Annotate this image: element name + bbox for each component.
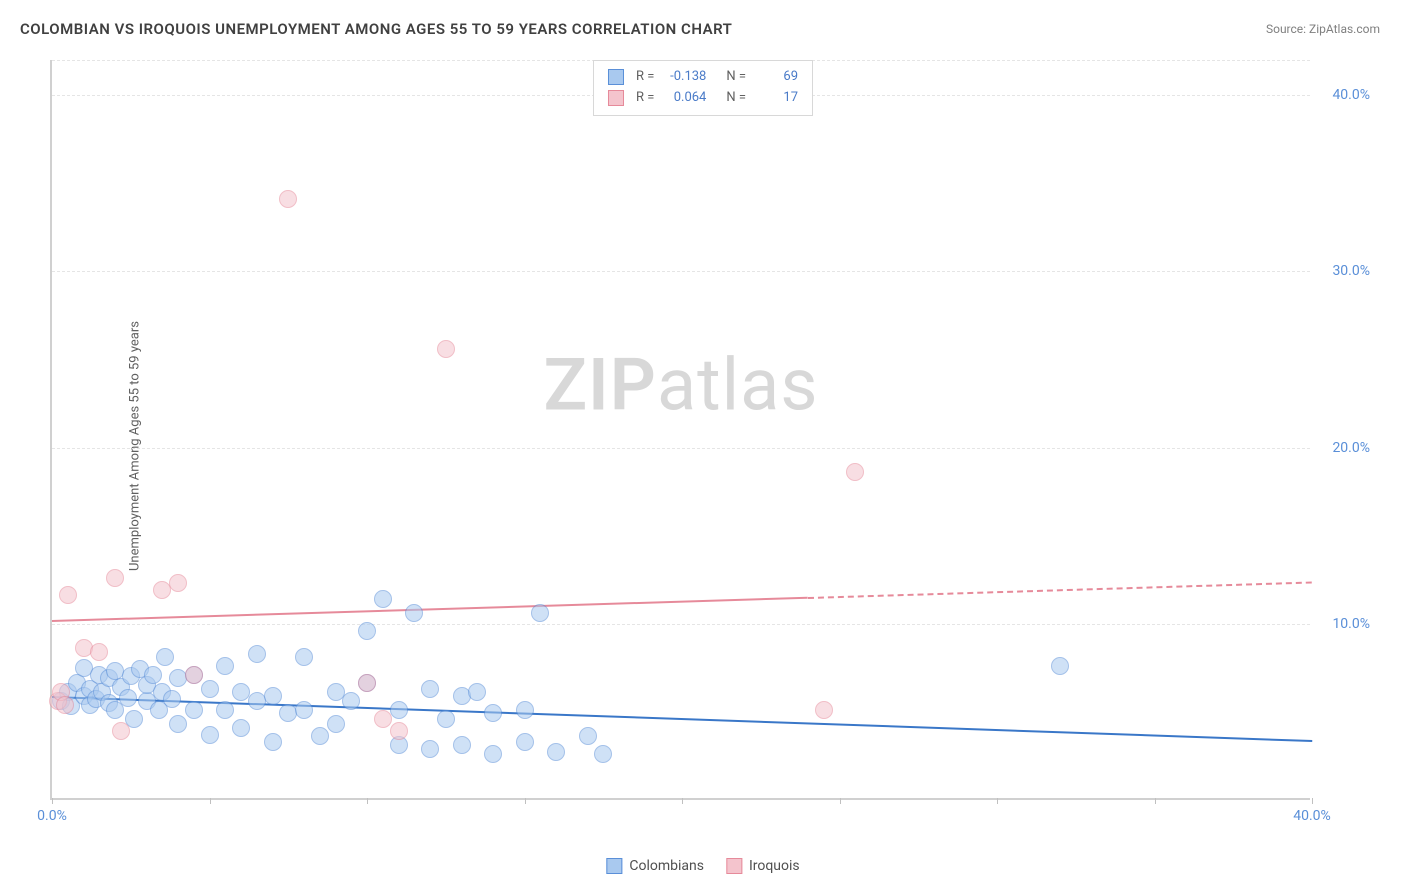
gridline	[52, 271, 1310, 272]
scatter-point	[56, 696, 74, 714]
scatter-point	[815, 701, 833, 719]
scatter-point	[594, 745, 612, 763]
scatter-point	[295, 701, 313, 719]
scatter-point	[516, 701, 534, 719]
scatter-point	[156, 648, 174, 666]
x-tick	[525, 798, 526, 804]
legend-label: Iroquois	[749, 858, 800, 874]
legend-swatch	[608, 69, 624, 85]
n-label: N =	[726, 67, 746, 88]
scatter-point	[112, 722, 130, 740]
y-tick-label: 10.0%	[1332, 616, 1370, 632]
scatter-point	[846, 463, 864, 481]
scatter-point	[264, 687, 282, 705]
scatter-point	[169, 715, 187, 733]
scatter-point	[232, 719, 250, 737]
watermark: ZIPatlas	[543, 342, 818, 427]
scatter-point	[295, 648, 313, 666]
scatter-point	[144, 666, 162, 684]
scatter-point	[279, 190, 297, 208]
legend-swatch	[606, 858, 622, 874]
source-value: ZipAtlas.com	[1309, 22, 1380, 36]
scatter-point	[216, 657, 234, 675]
r-label: R =	[636, 67, 654, 88]
legend-item: Colombians	[606, 858, 704, 874]
x-tick	[1312, 798, 1313, 804]
legend-swatch	[726, 858, 742, 874]
legend-row: R = -0.138 N = 69	[608, 67, 798, 88]
scatter-point	[311, 727, 329, 745]
scatter-point	[484, 745, 502, 763]
source-attribution: Source: ZipAtlas.com	[1266, 22, 1380, 36]
scatter-point	[342, 692, 360, 710]
regression-line	[52, 597, 808, 622]
scatter-point	[531, 604, 549, 622]
gridline	[52, 624, 1310, 625]
scatter-point	[106, 569, 124, 587]
scatter-point	[390, 701, 408, 719]
x-tick-label: 40.0%	[1293, 808, 1331, 824]
scatter-point	[516, 733, 534, 751]
legend-row: R = 0.064 N = 17	[608, 88, 798, 109]
scatter-point	[437, 340, 455, 358]
r-value: 0.064	[662, 88, 706, 109]
x-tick	[52, 798, 53, 804]
n-value: 17	[754, 88, 798, 109]
legend-label: Colombians	[629, 858, 704, 874]
r-label: R =	[636, 88, 654, 109]
y-tick-label: 20.0%	[1332, 440, 1370, 456]
x-tick	[1155, 798, 1156, 804]
scatter-point	[201, 680, 219, 698]
scatter-point	[185, 666, 203, 684]
legend-item: Iroquois	[726, 858, 800, 874]
y-tick-label: 40.0%	[1332, 87, 1370, 103]
watermark-bold: ZIP	[543, 342, 656, 427]
scatter-point	[358, 674, 376, 692]
n-value: 69	[754, 67, 798, 88]
scatter-point	[468, 683, 486, 701]
regression-line	[808, 582, 1312, 600]
scatter-point	[59, 586, 77, 604]
y-tick-label: 30.0%	[1332, 263, 1370, 279]
source-label: Source:	[1266, 22, 1309, 36]
plot-area: ZIPatlas 10.0%20.0%30.0%40.0%0.0%40.0%	[50, 60, 1310, 800]
scatter-point	[90, 643, 108, 661]
scatter-point	[484, 704, 502, 722]
x-tick	[367, 798, 368, 804]
gridline	[52, 448, 1310, 449]
scatter-point	[201, 726, 219, 744]
x-tick	[840, 798, 841, 804]
scatter-point	[119, 689, 137, 707]
scatter-point	[264, 733, 282, 751]
x-tick	[997, 798, 998, 804]
x-tick-label: 0.0%	[37, 808, 67, 824]
n-label: N =	[726, 88, 746, 109]
chart-title: COLOMBIAN VS IROQUOIS UNEMPLOYMENT AMONG…	[20, 20, 732, 38]
scatter-point	[405, 604, 423, 622]
scatter-point	[547, 743, 565, 761]
x-tick	[210, 798, 211, 804]
legend-swatch	[608, 90, 624, 106]
scatter-point	[390, 722, 408, 740]
scatter-point	[437, 710, 455, 728]
x-tick	[682, 798, 683, 804]
scatter-point	[1051, 657, 1069, 675]
scatter-point	[421, 680, 439, 698]
scatter-point	[358, 622, 376, 640]
scatter-point	[185, 701, 203, 719]
scatter-point	[453, 736, 471, 754]
scatter-point	[374, 590, 392, 608]
series-legend: Colombians Iroquois	[606, 858, 799, 874]
scatter-point	[327, 715, 345, 733]
scatter-point	[374, 710, 392, 728]
scatter-point	[216, 701, 234, 719]
correlation-legend: R = -0.138 N = 69 R = 0.064 N = 17	[593, 60, 813, 116]
scatter-point	[421, 740, 439, 758]
scatter-point	[248, 645, 266, 663]
scatter-point	[169, 574, 187, 592]
scatter-point	[163, 690, 181, 708]
r-value: -0.138	[662, 67, 706, 88]
watermark-light: atlas	[657, 342, 819, 427]
scatter-point	[579, 727, 597, 745]
